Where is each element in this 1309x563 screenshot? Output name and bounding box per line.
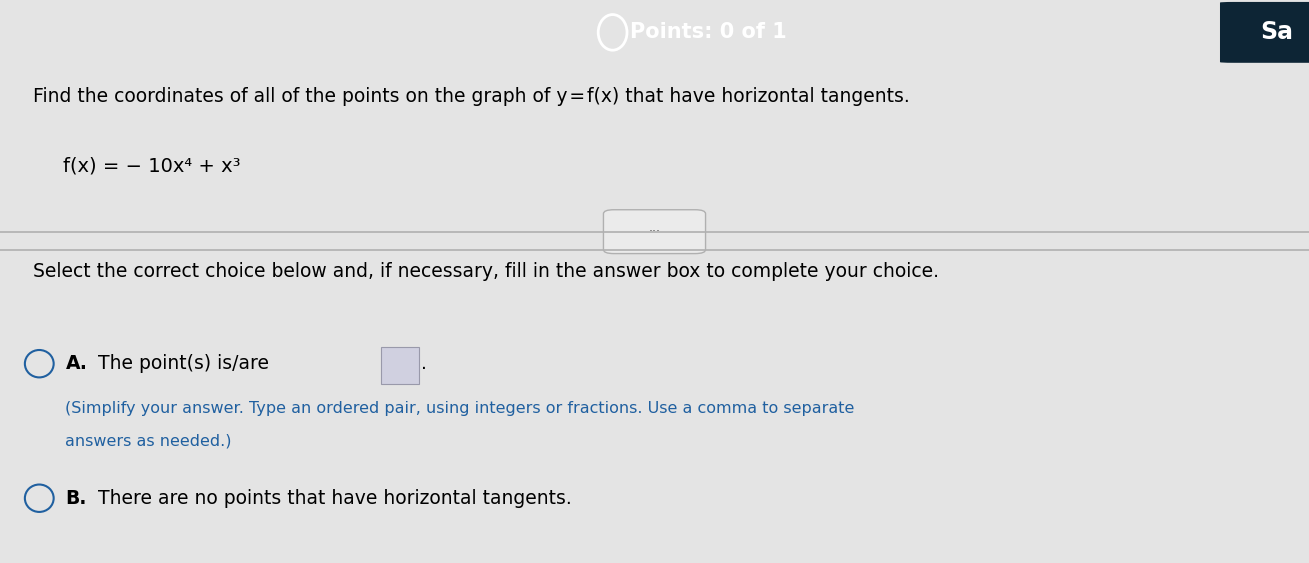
Text: Points: 0 of 1: Points: 0 of 1 xyxy=(630,23,787,42)
Text: Sa: Sa xyxy=(1261,20,1293,44)
Text: (Simplify your answer. Type an ordered pair, using integers or fractions. Use a : (Simplify your answer. Type an ordered p… xyxy=(65,401,855,416)
Text: The point(s) is/are: The point(s) is/are xyxy=(98,354,270,373)
Text: There are no points that have horizontal tangents.: There are no points that have horizontal… xyxy=(98,489,572,508)
Text: ···: ··· xyxy=(648,225,661,238)
Text: f(x) = − 10x⁴ + x³: f(x) = − 10x⁴ + x³ xyxy=(63,157,241,176)
Text: Select the correct choice below and, if necessary, fill in the answer box to com: Select the correct choice below and, if … xyxy=(33,262,939,280)
FancyBboxPatch shape xyxy=(603,210,706,253)
Text: answers as needed.): answers as needed.) xyxy=(65,434,232,448)
Text: A.: A. xyxy=(65,354,88,373)
Text: .: . xyxy=(421,354,427,373)
Text: B.: B. xyxy=(65,489,86,508)
Text: Find the coordinates of all of the points on the graph of y = f(x) that have hor: Find the coordinates of all of the point… xyxy=(33,87,910,106)
FancyBboxPatch shape xyxy=(1220,2,1309,63)
FancyBboxPatch shape xyxy=(381,347,419,383)
